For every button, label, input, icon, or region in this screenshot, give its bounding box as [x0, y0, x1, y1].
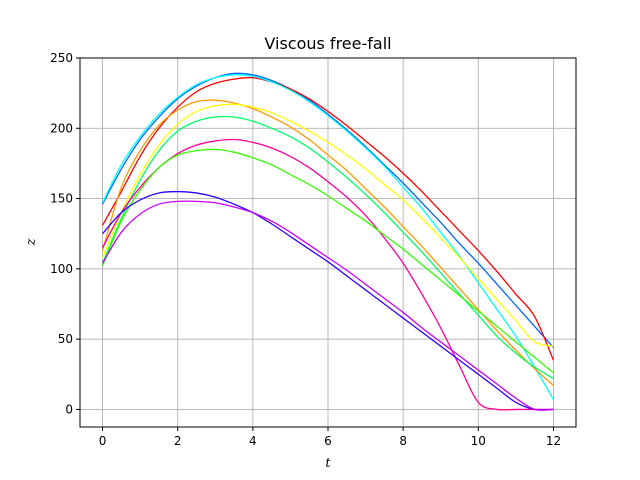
series-line-10 — [101, 200, 554, 411]
x-tick-label: 10 — [471, 434, 486, 448]
x-tick-label: 4 — [249, 434, 257, 448]
series-line-7 — [101, 138, 554, 411]
series-line-1 — [101, 72, 554, 349]
y-tick-label: 200 — [50, 121, 73, 135]
x-tick-label: 12 — [546, 434, 561, 448]
y-tick-label: 150 — [50, 192, 73, 206]
y-tick-label: 250 — [50, 51, 73, 65]
x-tick-label: 2 — [174, 434, 182, 448]
series-line-6 — [101, 115, 554, 380]
x-axis-label: t — [325, 456, 331, 471]
series-line-3 — [101, 74, 555, 400]
x-tick-label: 0 — [99, 434, 107, 448]
chart-title: Viscous free-fall — [264, 34, 391, 53]
axis-ticks: 0 2 4 6 8 10 12 0 50 100 150 200 250 — [50, 51, 561, 448]
series-line-2 — [101, 76, 555, 361]
y-tick-label: 100 — [50, 262, 73, 276]
y-axis-label: z — [24, 238, 39, 246]
series-lines — [101, 72, 555, 411]
x-tick-label: 8 — [399, 434, 407, 448]
y-tick-label: 0 — [65, 402, 73, 416]
series-line-4 — [101, 99, 554, 387]
y-tick-label: 50 — [58, 332, 73, 346]
x-tick-label: 6 — [324, 434, 332, 448]
series-line-9 — [102, 190, 554, 411]
series-line-5 — [101, 103, 554, 347]
series-line-8 — [101, 148, 554, 374]
